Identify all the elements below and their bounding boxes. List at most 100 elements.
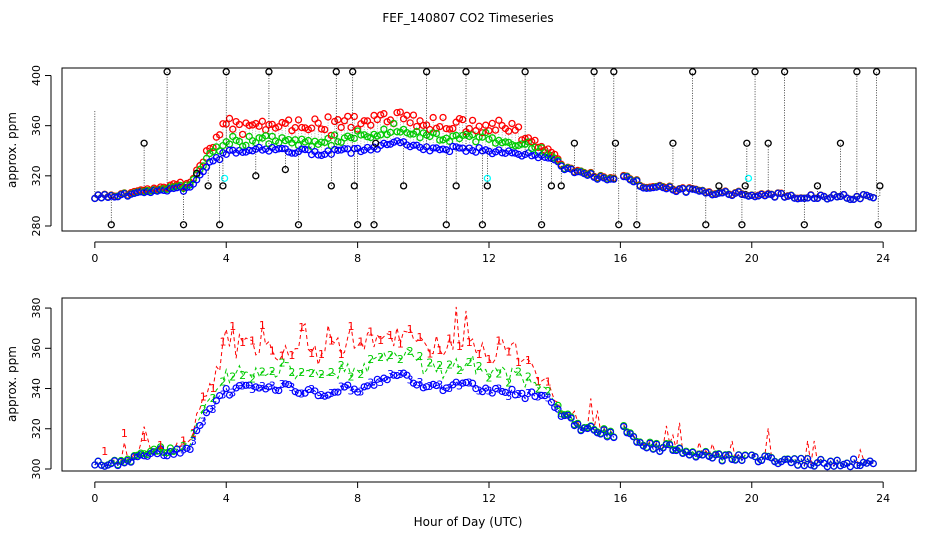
- top-point-black: [570, 139, 579, 147]
- top-point-blue: [708, 191, 717, 199]
- bottom-point-green: [156, 443, 165, 451]
- bottom-series-3-mark: 3: [436, 379, 443, 392]
- bottom-point-blue: [442, 384, 450, 392]
- bottom-series-3-mark: 3: [180, 444, 187, 457]
- bottom-point-blue: [196, 421, 204, 430]
- top-point-black: [590, 68, 598, 76]
- top-point-green: [281, 136, 290, 145]
- top-point-blue: [284, 148, 293, 156]
- top-point-blue: [859, 191, 868, 199]
- bottom-series-3-mark: 3: [219, 389, 226, 402]
- top-point-black: [738, 221, 746, 229]
- bottom-series-2-mark: 2: [279, 357, 286, 370]
- top-point-green: [255, 134, 263, 142]
- top-point-black: [557, 182, 565, 190]
- bottom-point-blue: [314, 392, 322, 400]
- bottom-point-blue: [331, 388, 339, 396]
- bottom-panel: 1231231231231231231231231231231231231231…: [5, 297, 917, 529]
- bottom-point-blue: [354, 388, 362, 396]
- top-y-tick-label: 400: [30, 65, 43, 86]
- bottom-series-1-mark: 1: [141, 431, 148, 444]
- bottom-x-tick-label: 24: [876, 492, 890, 505]
- bottom-point-blue: [225, 391, 234, 399]
- top-point-green: [350, 134, 358, 143]
- bottom-point-blue: [800, 462, 808, 470]
- bottom-series-1-mark: 1: [545, 376, 552, 389]
- top-point-blue: [317, 151, 326, 160]
- bottom-series-1-mark: 1: [446, 333, 453, 346]
- bottom-series-2-mark: 2: [505, 376, 512, 389]
- bottom-series-2-mark: 2: [476, 360, 483, 373]
- bottom-x-tick-label: 20: [745, 492, 759, 505]
- bottom-series-1-mark: 1: [535, 375, 542, 388]
- bottom-series-3-mark: 3: [535, 391, 542, 404]
- bottom-series-1-mark: 1: [436, 344, 443, 357]
- bottom-point-blue: [193, 427, 201, 435]
- bottom-series-1-mark: 1: [426, 347, 433, 360]
- bottom-series-3-mark: 3: [249, 383, 256, 396]
- bottom-point-blue: [419, 384, 427, 392]
- bottom-point-blue: [393, 371, 401, 380]
- top-point-green: [406, 130, 414, 138]
- bottom-point-blue: [869, 460, 877, 468]
- bottom-series-3-mark: 3: [426, 380, 433, 393]
- top-point-blue: [511, 149, 519, 157]
- top-point-green: [528, 144, 536, 153]
- bottom-point-blue: [511, 391, 519, 399]
- top-point-blue: [725, 190, 733, 199]
- top-x-tick-label: 0: [91, 252, 98, 265]
- top-point-black: [615, 221, 623, 229]
- bottom-series-1-mark: 1: [239, 336, 246, 349]
- bottom-series-1-mark: 1: [377, 334, 384, 347]
- top-point-green: [432, 129, 441, 138]
- top-point-black: [422, 68, 431, 76]
- bottom-point-blue: [853, 461, 861, 470]
- bottom-series-1-mark: 1: [397, 338, 404, 351]
- top-point-red: [508, 119, 516, 128]
- top-point-blue: [445, 147, 454, 156]
- bottom-point-blue: [662, 440, 670, 449]
- top-point-black: [800, 221, 808, 229]
- top-point-black: [751, 68, 759, 76]
- top-point-black: [462, 68, 470, 76]
- top-point-red: [258, 117, 267, 125]
- bottom-point-blue: [804, 455, 812, 463]
- top-point-blue: [429, 144, 437, 152]
- top-point-blue: [337, 146, 345, 154]
- top-point-black: [219, 182, 227, 190]
- top-point-red: [334, 116, 342, 124]
- bottom-point-blue: [334, 388, 342, 396]
- bottom-point-blue: [186, 445, 194, 454]
- top-point-black: [252, 172, 260, 180]
- bottom-y-axis-label: approx. ppm: [5, 346, 19, 422]
- top-point-black: [872, 68, 881, 76]
- bottom-point-blue: [275, 386, 283, 395]
- top-point-black: [442, 221, 450, 229]
- top-point-black: [874, 221, 882, 229]
- bottom-plot-frame: [61, 297, 917, 472]
- bottom-point-blue: [695, 451, 703, 459]
- bottom-point-blue: [127, 458, 135, 466]
- bottom-y-tick-label: 360: [30, 338, 43, 359]
- bottom-point-blue: [311, 387, 319, 395]
- bottom-series-2-mark: 2: [436, 359, 443, 372]
- bottom-series-3-mark: 3: [407, 373, 414, 386]
- top-point-black: [633, 221, 641, 229]
- top-y-tick-label: 280: [30, 215, 43, 236]
- bottom-series-2-mark: 2: [407, 345, 414, 358]
- bottom-series-2-mark: 2: [318, 368, 325, 381]
- bottom-x-axis: 0 4 8 12 16 20 24: [91, 481, 890, 505]
- top-point-blue: [239, 148, 247, 156]
- top-point-red: [491, 126, 500, 134]
- top-point-blue: [751, 193, 759, 201]
- bottom-point-blue: [403, 371, 411, 379]
- bottom-point-blue: [764, 453, 772, 461]
- bottom-point-blue: [593, 429, 601, 437]
- top-point-black: [813, 182, 822, 190]
- bottom-point-blue: [176, 449, 184, 457]
- bottom-y-tick-label: 340: [30, 378, 43, 399]
- bottom-point-blue: [413, 381, 421, 389]
- bottom-series-3-mark: 3: [486, 385, 493, 398]
- top-point-black: [399, 182, 408, 190]
- top-point-blue: [800, 194, 808, 203]
